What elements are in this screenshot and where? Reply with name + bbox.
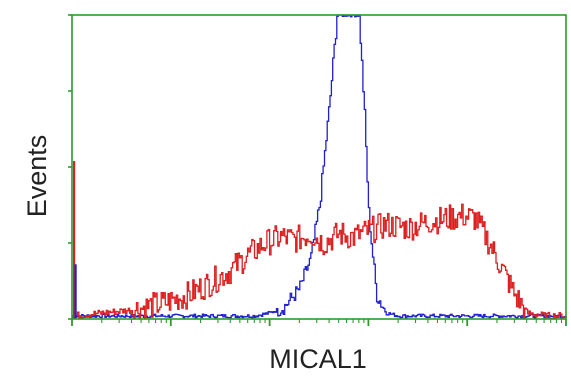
series-line-red bbox=[72, 203, 567, 320]
series-line-blue bbox=[72, 14, 567, 319]
x-axis-ticks bbox=[71, 319, 567, 326]
series-layer bbox=[72, 14, 567, 320]
plot-frame bbox=[71, 14, 567, 320]
x-axis-label: MICAL1 bbox=[269, 344, 367, 374]
blue-edge-bar bbox=[74, 264, 77, 319]
plot-background bbox=[72, 15, 566, 319]
y-axis-label: Events bbox=[22, 135, 52, 218]
red-edge-bar bbox=[73, 160, 76, 319]
